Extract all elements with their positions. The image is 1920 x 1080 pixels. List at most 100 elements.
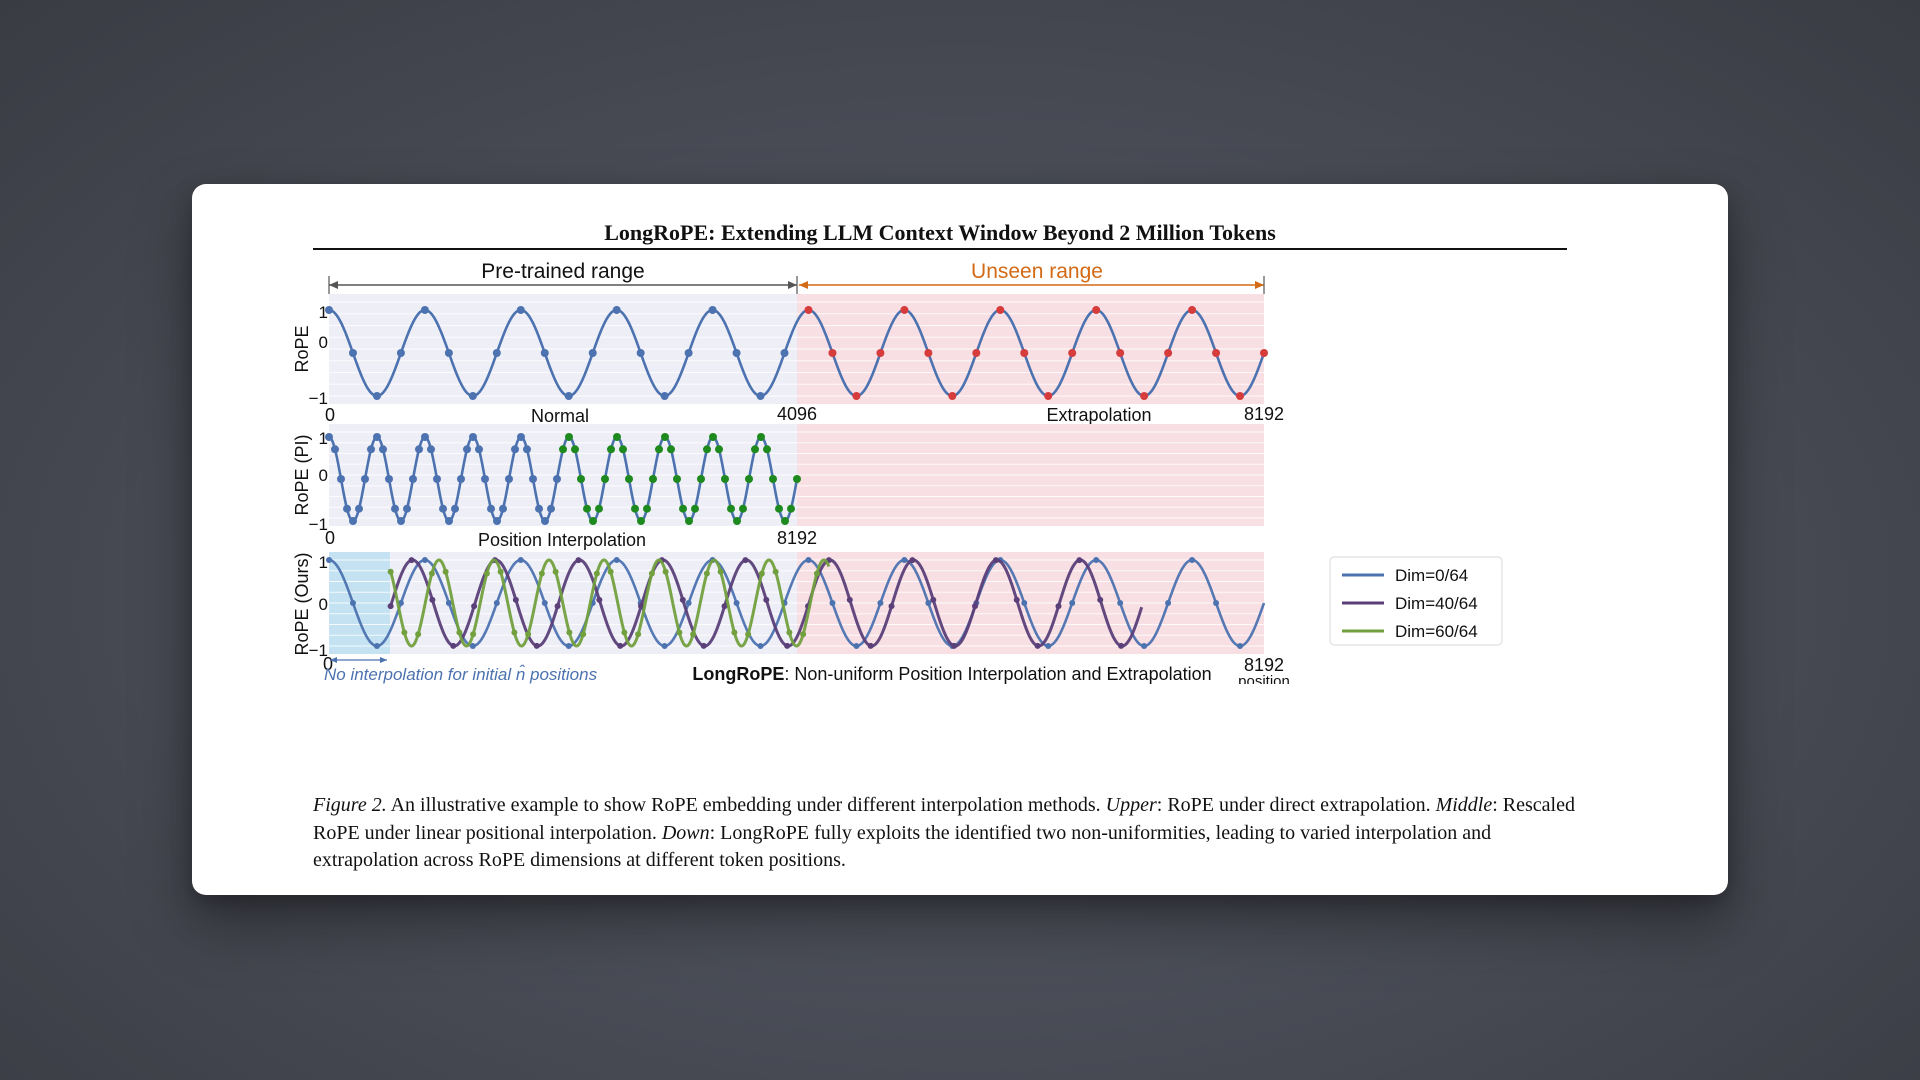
data-point [1013,596,1020,603]
data-point [565,433,573,441]
data-point [996,306,1005,314]
data-point [512,596,519,603]
data-point [721,603,728,610]
data-point [415,631,422,638]
data-point [637,517,645,525]
data-point [661,433,669,441]
data-point [397,517,405,525]
extrapolation-label: Extrapolation [1046,405,1151,425]
data-point [372,392,381,400]
data-point [429,596,436,603]
data-point [538,570,545,577]
data-point [756,392,765,400]
data-point [745,475,753,483]
series-line [328,308,1266,398]
data-point [420,306,429,314]
data-point [703,570,710,577]
panel-normal: RoPE 1 0 −1 0 4096 8192 Normal Extrapola… [292,294,1284,426]
figure-caption: Figure 2. An illustrative example to sho… [313,792,1575,875]
data-point [1165,600,1172,606]
data-point [523,445,531,454]
data-point [541,517,549,525]
data-point [660,392,669,400]
data-point [951,642,958,649]
legend-entry-dim0: Dim=0/64 [1395,566,1468,585]
data-point [385,475,393,483]
data-point [457,475,465,483]
data-point [566,629,573,636]
data-point [1212,349,1221,357]
data-point [813,570,820,577]
data-point [901,557,908,563]
data-point [470,631,477,638]
data-point [1069,600,1076,606]
legend: Dim=0/64 Dim=40/64 Dim=60/64 [1329,556,1503,646]
data-point [439,504,447,513]
data-point [469,433,477,441]
data-point [593,570,600,577]
data-point [403,504,411,513]
panel-longrope: RoPE (Ours) 1 0 −1 0 8192 position No in… [292,552,1503,684]
data-point [1055,603,1062,610]
data-point [481,475,489,483]
data-point [387,603,394,610]
data-point [331,445,339,454]
ylabel: RoPE (Ours) [292,552,312,655]
data-point [401,629,408,636]
data-point [487,504,495,513]
data-point [1213,600,1220,606]
data-point [757,643,764,649]
data-point [511,629,518,636]
data-point [595,504,603,513]
data-point [643,504,651,513]
data-point [709,433,717,441]
data-point [421,557,428,563]
longrope-label: LongRoPE: Non-uniform Position Interpola… [692,664,1211,684]
data-point [742,557,749,564]
data-point [745,631,752,638]
data-point [635,631,642,638]
longrope-label-bold: LongRoPE [692,664,784,684]
data-point [547,504,555,513]
data-point [607,568,614,575]
data-point [361,475,369,483]
data-point [607,445,615,454]
paper-card: LongRoPE: Extending LLM Context Window B… [192,184,1728,895]
data-point [1093,557,1100,563]
data-point [772,568,779,575]
data-point [1117,600,1124,606]
data-point [727,504,735,513]
data-point [732,349,741,357]
xtick: 8192 [777,528,817,548]
data-point [972,603,979,610]
data-point [751,445,759,454]
data-point [613,433,621,441]
data-point [396,349,405,357]
data-point [577,475,585,483]
data-point [703,445,711,454]
ytick: −1 [309,515,328,534]
caption-down-label: Down [661,821,710,844]
data-point [337,475,345,483]
pretrained-range-label: Pre-trained range [481,260,644,283]
position-interpolation-label: Position Interpolation [478,530,646,550]
data-point [433,475,441,483]
data-point [617,642,624,649]
data-point [483,570,490,577]
data-point [1021,600,1028,606]
data-point [450,642,457,649]
data-point [846,596,853,603]
data-point [717,568,724,575]
data-point [655,445,663,454]
ytick: 0 [319,466,328,485]
ytick: 0 [319,595,328,614]
data-point [684,349,693,357]
data-point [673,475,681,483]
data-point [442,568,449,575]
data-point [621,629,628,636]
data-point [535,504,543,513]
data-point [612,306,621,314]
ytick: −1 [309,641,328,660]
data-point [428,570,435,577]
data-point [775,504,783,513]
